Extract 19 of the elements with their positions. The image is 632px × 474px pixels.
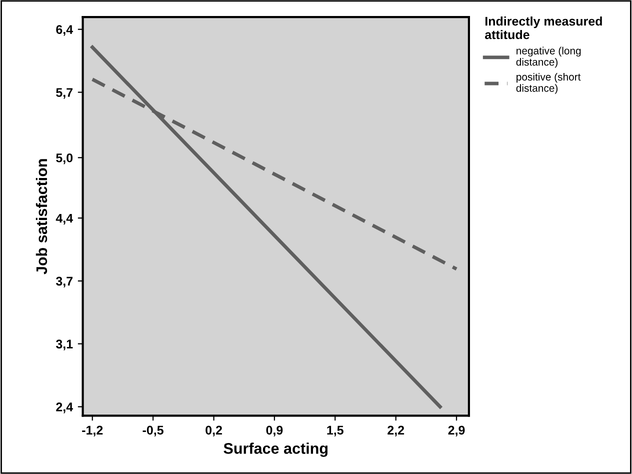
x-axis-title: Surface acting bbox=[224, 442, 328, 457]
y-tick-label: 6,4 bbox=[56, 25, 74, 36]
legend-title: Indirectly measured attitude bbox=[485, 16, 602, 40]
y-tick-label: 3,1 bbox=[56, 340, 73, 350]
x-tick-label: 0,9 bbox=[266, 426, 283, 436]
x-tick-label: 2,2 bbox=[388, 426, 404, 436]
y-tick-label: 5,0 bbox=[56, 153, 73, 164]
y-tick-label: 3,7 bbox=[56, 276, 73, 288]
x-tick-label: 0,2 bbox=[206, 426, 222, 436]
legend-label: negative (long distance) bbox=[516, 46, 581, 68]
y-tick-label: 4,4 bbox=[56, 214, 74, 224]
legend-label: positive (short distance) bbox=[516, 72, 581, 94]
y-tick-label: 5,7 bbox=[56, 88, 73, 99]
x-tick-label: 1,5 bbox=[327, 426, 344, 436]
y-tick-label: 2,4 bbox=[56, 402, 74, 414]
y-axis-title: Job satisfaction bbox=[36, 159, 48, 274]
x-tick-label: -1,2 bbox=[82, 426, 103, 436]
x-tick-label: 2,9 bbox=[448, 426, 465, 436]
x-tick-label: -0,5 bbox=[142, 426, 164, 436]
